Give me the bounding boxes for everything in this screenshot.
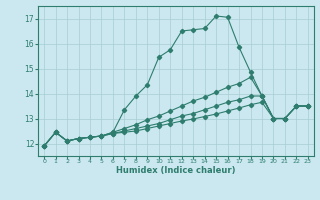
X-axis label: Humidex (Indice chaleur): Humidex (Indice chaleur) (116, 166, 236, 175)
